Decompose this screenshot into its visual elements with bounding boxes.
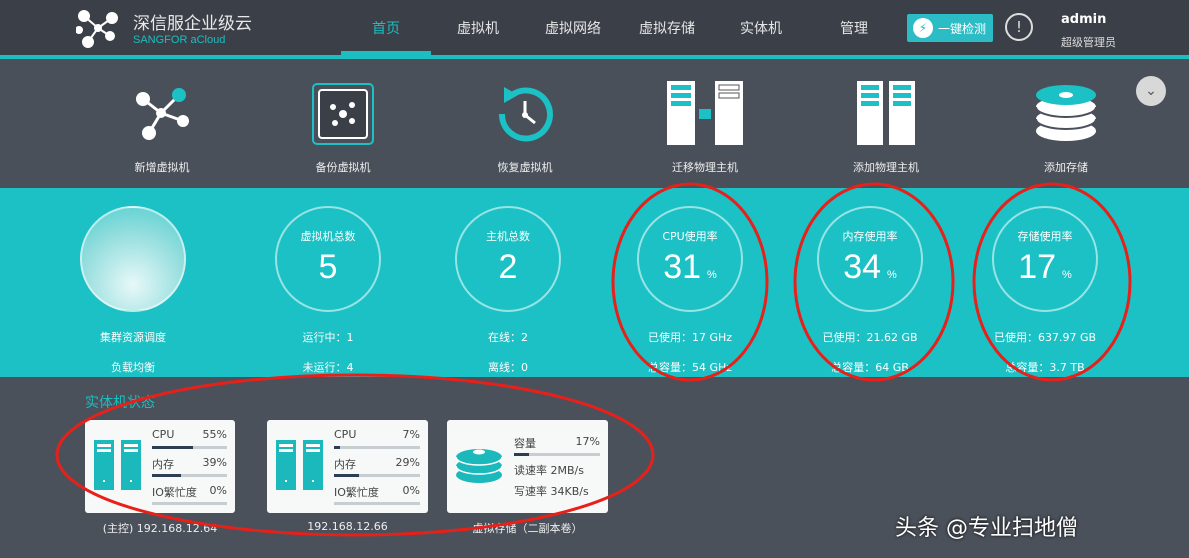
host-name: 192.168.12.66 <box>307 520 388 533</box>
stat-label: 存储使用率 <box>1017 230 1073 243</box>
cluster-bubble-icon <box>80 206 186 312</box>
stat-label: CPU使用率 <box>662 230 718 243</box>
nav-divider <box>0 55 1189 59</box>
check-label: 一键检测 <box>938 21 987 36</box>
io-value: 0% <box>209 484 227 497</box>
load-balance-label: 负载均衡 <box>111 361 155 374</box>
username[interactable]: admin <box>1061 12 1107 27</box>
brand-name: 深信服企业级云 <box>133 14 252 34</box>
cpu-usage[interactable]: CPU使用率 31% 已使用：17 GHz 总容量：54 GHz <box>615 206 765 375</box>
memory-used: 已使用：21.62 GB <box>822 331 918 344</box>
nav-manage[interactable]: 管理 <box>840 21 868 37</box>
storage-usage[interactable]: 存储使用率 17% 已使用：637.97 GB 总容量：3.7 TB <box>970 206 1120 375</box>
server-icon <box>276 440 323 490</box>
action-label: 添加存储 <box>1044 161 1088 174</box>
capacity-value: 17% <box>575 435 600 448</box>
backup-vm-button[interactable]: 备份虚拟机 <box>283 81 403 175</box>
memory-label: 内存 <box>334 458 356 471</box>
nav-vm[interactable]: 虚拟机 <box>457 21 499 37</box>
stat-unit: % <box>887 269 897 281</box>
nav-network[interactable]: 虚拟网络 <box>545 21 601 37</box>
storage-total: 总容量：3.7 TB <box>1005 361 1085 374</box>
stat-label: 主机总数 <box>486 230 530 243</box>
new-vm-button[interactable]: 新增虚拟机 <box>102 81 222 175</box>
host-name: (主控) 192.168.12.64 <box>102 522 218 535</box>
stat-unit: % <box>707 269 717 281</box>
host-card[interactable]: CPU 55% 内存 39% IO繁忙度 0% <box>85 420 235 513</box>
host-total[interactable]: 主机总数 2 在线：2 离线：0 <box>433 206 583 375</box>
cpu-label: CPU <box>152 428 175 441</box>
cpu-label: CPU <box>334 428 357 441</box>
nav-storage[interactable]: 虚拟存储 <box>639 21 695 37</box>
cpu-value: 7% <box>402 428 420 441</box>
action-label: 恢复虚拟机 <box>497 161 553 174</box>
alert-icon[interactable]: ! <box>1005 13 1033 41</box>
watermark: 头条 @专业扫地僧 <box>895 516 1078 541</box>
storage-disk-icon <box>1035 85 1097 141</box>
storage-card[interactable]: 容量 17% 读速率 2MB/s 写速率 34KB/s <box>447 420 608 513</box>
host-online: 在线：2 <box>488 331 528 344</box>
storage-used: 已使用：637.97 GB <box>993 331 1097 344</box>
server-icon <box>94 440 141 490</box>
vm-stopped: 未运行：4 <box>302 361 354 374</box>
cpu-value: 55% <box>202 428 227 441</box>
migrate-server-icon <box>667 81 743 145</box>
migrate-host-button[interactable]: 迁移物理主机 <box>645 81 765 175</box>
overview-band: 集群资源调度 负载均衡 虚拟机总数 5 运行中：1 未运行：4 主机总数 2 在线：… <box>0 188 1189 377</box>
backup-icon <box>312 83 374 145</box>
memory-value: 29% <box>395 456 420 469</box>
memory-usage[interactable]: 内存使用率 34% 已使用：21.62 GB 总容量：64 GB <box>795 206 945 375</box>
molecule-icon <box>136 88 189 140</box>
storage-disk-icon <box>455 449 503 483</box>
stat-value: 34 <box>843 248 882 286</box>
action-label: 迁移物理主机 <box>672 161 738 174</box>
host-offline: 离线：0 <box>488 361 528 374</box>
vm-running: 运行中：1 <box>302 331 354 344</box>
stat-value: 31 <box>663 248 702 286</box>
memory-value: 39% <box>202 456 227 469</box>
stat-value: 2 <box>498 248 518 286</box>
add-host-button[interactable]: 添加物理主机 <box>826 81 946 175</box>
action-label: 备份虚拟机 <box>315 161 371 174</box>
one-click-check-button[interactable]: ⚡ 一键检测 <box>907 14 993 42</box>
cpu-used: 已使用：17 GHz <box>647 331 733 344</box>
nav-physical[interactable]: 实体机 <box>740 21 782 37</box>
action-label: 新增虚拟机 <box>134 161 190 174</box>
active-tab-indicator <box>341 51 431 55</box>
storage-name: 虚拟存储（二副本卷） <box>472 522 583 535</box>
stat-label: 内存使用率 <box>842 230 898 243</box>
cpu-total: 总容量：54 GHz <box>647 361 733 374</box>
capacity-label: 容量 <box>514 437 536 450</box>
quick-actions: 新增虚拟机 备份虚拟机 恢复虚拟机 迁移物理主机 添加物理主机 添加存储 ⌄ <box>0 59 1189 188</box>
lightning-icon: ⚡ <box>913 18 933 38</box>
user-role: 超级管理员 <box>1061 36 1116 49</box>
action-label: 添加物理主机 <box>853 161 919 174</box>
cluster-scheduling[interactable]: 集群资源调度 负载均衡 <box>58 206 208 375</box>
io-value: 0% <box>402 484 420 497</box>
restore-vm-button[interactable]: 恢复虚拟机 <box>465 81 585 175</box>
read-rate: 读速率 2MB/s <box>514 464 584 477</box>
stat-unit: % <box>1062 269 1072 281</box>
memory-label: 内存 <box>152 458 174 471</box>
io-label: IO繁忙度 <box>152 486 197 499</box>
stat-label: 虚拟机总数 <box>300 230 356 243</box>
memory-total: 总容量：64 GB <box>831 361 909 374</box>
io-label: IO繁忙度 <box>334 486 379 499</box>
top-nav: 深信服企业级云 SANGFOR aCloud 首页 虚拟机 虚拟网络 虚拟存储 … <box>0 0 1189 55</box>
server-icon <box>857 81 915 145</box>
cluster-label: 集群资源调度 <box>100 331 166 344</box>
add-storage-button[interactable]: 添加存储 <box>1006 81 1126 175</box>
stat-value: 5 <box>318 248 338 286</box>
nav-home[interactable]: 首页 <box>372 21 400 37</box>
logo-icon <box>76 10 118 48</box>
brand-subtitle: SANGFOR aCloud <box>133 34 226 46</box>
restore-clock-icon <box>498 87 553 142</box>
host-card[interactable]: CPU 7% 内存 29% IO繁忙度 0% <box>267 420 428 513</box>
vm-total[interactable]: 虚拟机总数 5 运行中：1 未运行：4 <box>253 206 403 375</box>
chevron-down-icon[interactable]: ⌄ <box>1136 76 1166 106</box>
write-rate: 写速率 34KB/s <box>514 485 589 498</box>
stat-value: 17 <box>1018 248 1057 286</box>
section-title: 实体机状态 <box>85 395 155 411</box>
